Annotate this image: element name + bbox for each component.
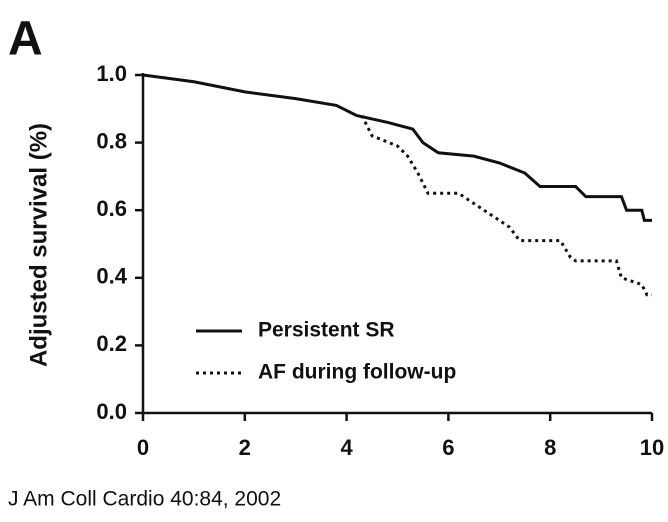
source-note: J Am Coll Cardio 40:84, 2002: [8, 488, 281, 511]
survival-curve: [142, 73, 652, 222]
y-tick-label: 0.2: [96, 331, 127, 356]
y-axis-title: Adjusted survival (%): [25, 123, 52, 367]
panel-label: A: [8, 13, 43, 66]
legend-label: Persistent SR: [258, 319, 395, 342]
y-tick-label: 0.0: [96, 399, 127, 424]
survival-curve: [360, 114, 652, 297]
y-tick-label: 1.0: [96, 61, 127, 86]
y-tick-label: 0.4: [96, 264, 127, 289]
legend-label: AF during follow-up: [258, 361, 456, 384]
x-tick-label: 2: [239, 435, 251, 460]
y-tick-label: 0.6: [96, 196, 127, 221]
x-tick-label: 6: [442, 435, 454, 460]
x-tick-label: 0: [137, 435, 149, 460]
x-tick-label: 8: [544, 435, 556, 460]
y-tick-label: 0.8: [96, 128, 127, 153]
x-tick-label: 4: [340, 435, 353, 460]
x-tick-label: 10: [640, 435, 664, 460]
